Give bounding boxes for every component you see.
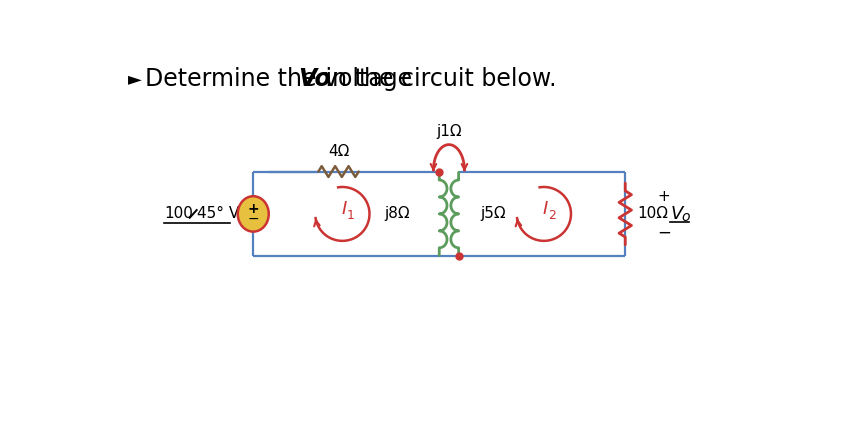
Text: j8Ω: j8Ω bbox=[384, 207, 410, 221]
Text: +: + bbox=[248, 202, 259, 216]
Text: 100: 100 bbox=[165, 207, 193, 221]
Text: in the circuit below.: in the circuit below. bbox=[317, 67, 556, 91]
Text: o: o bbox=[681, 210, 689, 224]
Text: I: I bbox=[341, 200, 347, 218]
Text: Determine the voltage: Determine the voltage bbox=[145, 67, 420, 91]
Text: Vo: Vo bbox=[298, 67, 331, 91]
Text: −: − bbox=[657, 224, 671, 241]
Text: ►: ► bbox=[128, 70, 142, 88]
Text: j1Ω: j1Ω bbox=[436, 124, 462, 139]
Text: −: − bbox=[248, 212, 259, 226]
Text: +: + bbox=[658, 190, 671, 204]
Text: I: I bbox=[543, 200, 548, 218]
Text: 4Ω: 4Ω bbox=[328, 144, 349, 159]
Text: V: V bbox=[670, 205, 683, 223]
Text: j5Ω: j5Ω bbox=[481, 207, 506, 221]
Text: 10Ω: 10Ω bbox=[638, 207, 669, 221]
Text: 2: 2 bbox=[548, 209, 555, 222]
Text: 1: 1 bbox=[346, 209, 354, 222]
Text: 45° V: 45° V bbox=[197, 207, 239, 221]
Ellipse shape bbox=[237, 196, 269, 232]
